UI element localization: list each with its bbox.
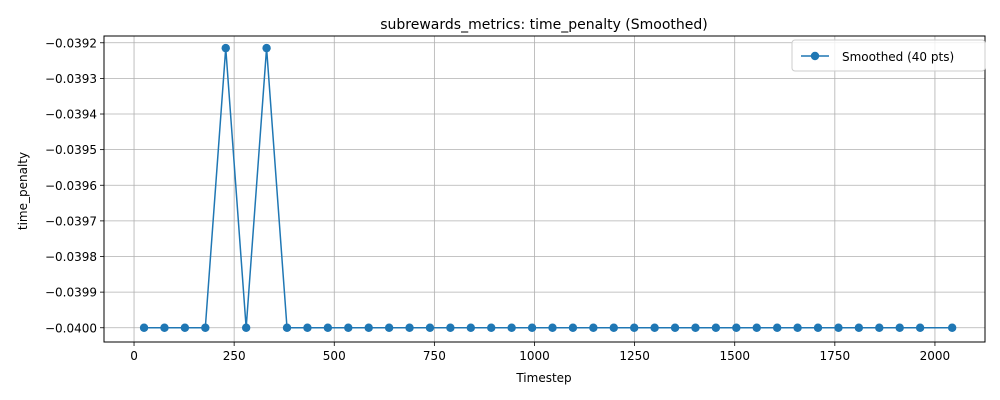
y-tick-label: −0.0400 [45, 321, 97, 335]
data-point [507, 323, 516, 332]
data-point [895, 323, 904, 332]
data-point [813, 323, 823, 332]
x-tick-label: 1000 [519, 349, 550, 363]
data-point [875, 323, 884, 332]
x-tick-label: 250 [223, 349, 246, 363]
data-point [548, 323, 557, 332]
data-point [915, 323, 925, 332]
x-axis-title: Timestep [515, 371, 571, 385]
data-point [221, 43, 230, 53]
y-tick-label: −0.0395 [45, 143, 97, 157]
data-point [711, 323, 721, 332]
x-tick-label: 1250 [619, 349, 650, 363]
legend: Smoothed (40 pts) [791, 39, 986, 72]
series-layer [139, 43, 957, 332]
legend-box [791, 39, 986, 72]
data-point [344, 323, 353, 332]
data-point [670, 323, 680, 332]
data-point [446, 323, 455, 332]
x-tick-label: 0 [130, 349, 138, 363]
data-point [241, 323, 251, 332]
data-point [201, 323, 210, 332]
data-point [650, 323, 659, 332]
y-tick-label: −0.0392 [45, 36, 97, 50]
x-tick-label: 500 [323, 349, 346, 363]
y-axis-title: time_penalty [16, 152, 30, 230]
data-point [752, 323, 761, 332]
chart-title: subrewards_metrics: time_penalty (Smooth… [380, 17, 708, 33]
x-tick-label: 750 [423, 349, 446, 363]
data-point [609, 323, 618, 332]
data-point [947, 323, 957, 332]
x-tick-label: 1500 [719, 349, 750, 363]
data-point [691, 323, 700, 332]
data-point [425, 323, 435, 332]
data-point [630, 323, 639, 332]
data-point [793, 323, 802, 332]
data-point [364, 323, 373, 332]
data-point [384, 323, 394, 332]
legend-series-label: Smoothed (40 pts) [842, 50, 954, 64]
data-point [589, 323, 598, 332]
y-tick-label: −0.0393 [45, 72, 97, 86]
x-axis-ticks: 0 250 500 750 1000 1250 1500 1750 2000 [130, 342, 950, 363]
y-axis-ticks: −0.0392 −0.0393 −0.0394 −0.0395 −0.0396 −0.03… [45, 36, 104, 335]
data-point [772, 323, 782, 332]
data-point [323, 323, 333, 332]
data-point [405, 323, 414, 332]
data-point [282, 323, 292, 332]
y-tick-label: −0.0397 [45, 214, 97, 228]
plot-frame [103, 35, 986, 343]
y-tick-label: −0.0396 [45, 179, 97, 193]
series-line [144, 47, 953, 329]
data-point [262, 43, 271, 53]
x-tick-label: 2000 [920, 349, 951, 363]
x-tick-label: 1750 [820, 349, 851, 363]
y-tick-label: −0.0399 [45, 286, 97, 300]
data-point [527, 323, 537, 332]
y-tick-label: −0.0398 [45, 250, 97, 264]
legend-series-marker [810, 51, 820, 61]
data-point [854, 323, 864, 332]
data-point [487, 323, 496, 332]
data-point [568, 323, 578, 332]
data-point [834, 323, 843, 332]
data-point [466, 323, 476, 332]
data-point [732, 323, 741, 332]
data-point [160, 323, 169, 332]
data-point [303, 323, 312, 332]
data-point [180, 323, 190, 332]
data-point [139, 323, 149, 332]
y-tick-label: −0.0394 [45, 108, 97, 122]
